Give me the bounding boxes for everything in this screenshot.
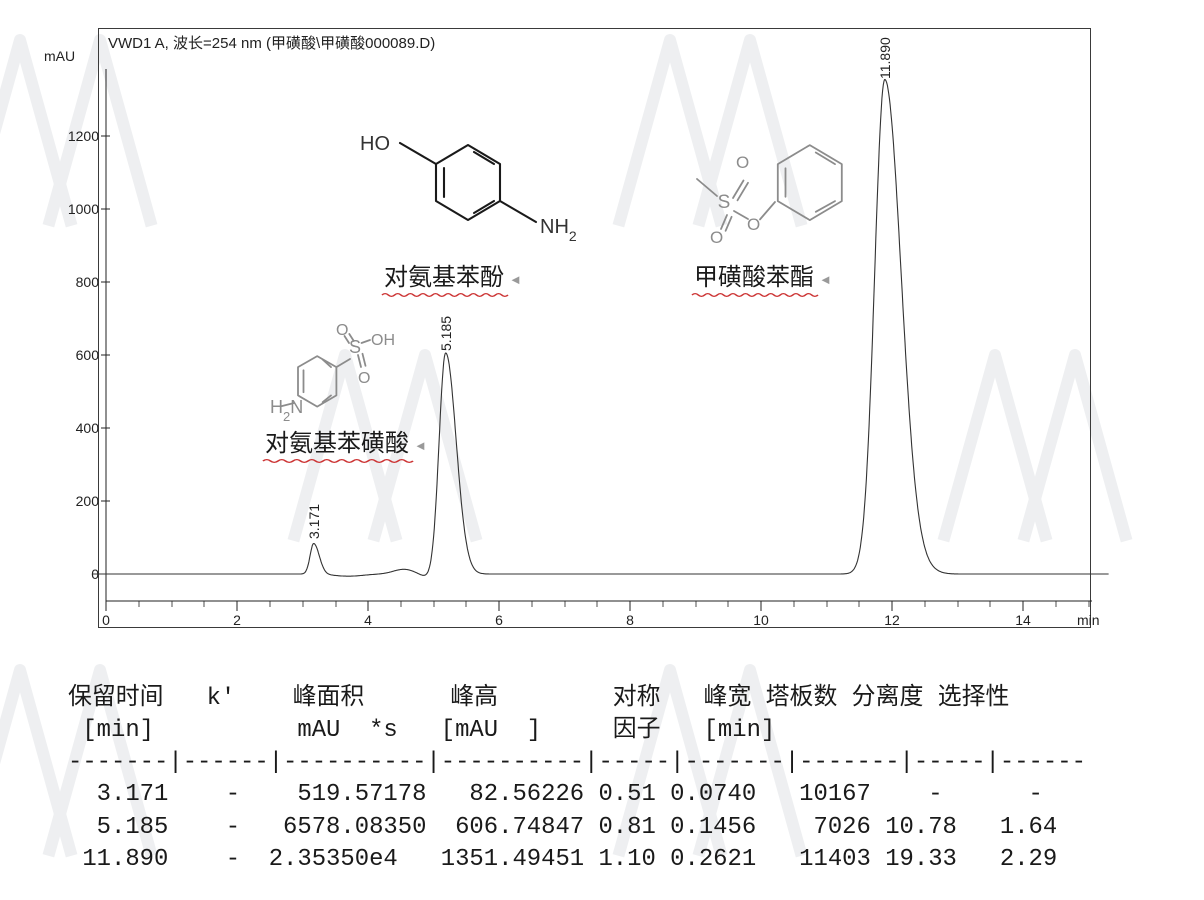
svg-text:200: 200	[76, 493, 100, 509]
svg-text:O: O	[736, 153, 749, 172]
svg-text:14: 14	[1015, 612, 1031, 628]
svg-text:3.171: 3.171	[306, 504, 322, 539]
svg-text:8: 8	[626, 612, 634, 628]
svg-text:O: O	[710, 228, 723, 247]
svg-text:min: min	[1077, 612, 1100, 628]
svg-text:O: O	[336, 322, 348, 339]
svg-text:O: O	[747, 215, 760, 234]
svg-text:HO: HO	[360, 133, 390, 155]
svg-text:mAU: mAU	[44, 48, 75, 64]
svg-text:H2N: H2N	[270, 397, 303, 424]
svg-text:4: 4	[364, 612, 372, 628]
svg-text:5.185: 5.185	[438, 316, 454, 351]
svg-text:400: 400	[76, 420, 100, 436]
svg-text:S: S	[349, 337, 361, 357]
svg-text:800: 800	[76, 274, 100, 290]
svg-text:2: 2	[233, 612, 241, 628]
svg-text:12: 12	[884, 612, 900, 628]
svg-text:O: O	[358, 370, 370, 387]
svg-text:1000: 1000	[68, 201, 99, 217]
svg-text:600: 600	[76, 347, 100, 363]
svg-text:11.890: 11.890	[877, 37, 893, 79]
svg-text:S: S	[718, 192, 731, 213]
svg-text:0: 0	[102, 612, 110, 628]
svg-text:10: 10	[753, 612, 769, 628]
svg-text:NH2: NH2	[540, 216, 577, 244]
svg-text:OH: OH	[371, 332, 395, 349]
svg-text:6: 6	[495, 612, 503, 628]
svg-text:1200: 1200	[68, 128, 99, 144]
